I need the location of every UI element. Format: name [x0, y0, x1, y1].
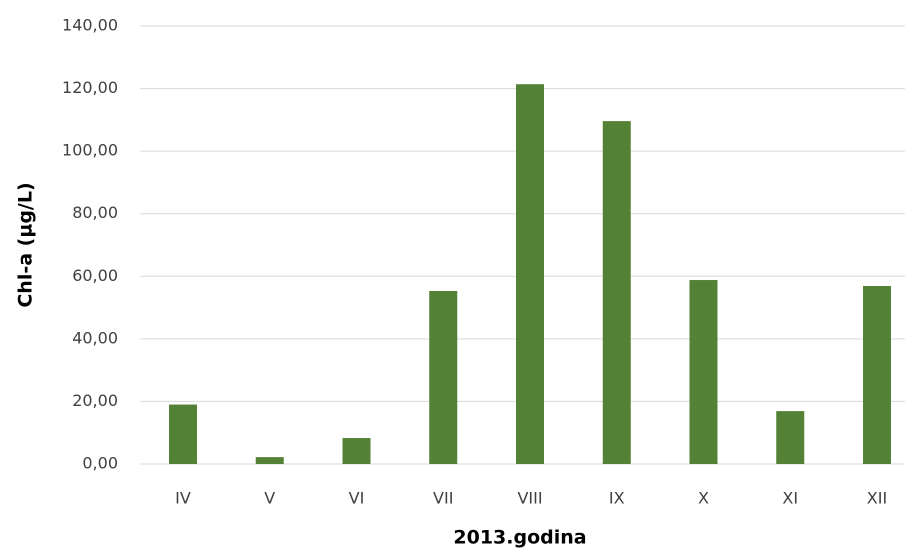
y-tick-label: 80,00: [72, 203, 118, 222]
y-axis-title: Chl-a (µg/L): [15, 182, 37, 307]
x-tick-label: IX: [609, 489, 625, 508]
bar: [255, 457, 284, 464]
y-tick-label: 20,00: [72, 391, 118, 410]
bar: [776, 411, 805, 464]
bar: [342, 438, 371, 464]
x-tick-label: X: [698, 489, 709, 508]
bar: [689, 280, 718, 464]
bar: [429, 290, 458, 464]
y-tick-label: 60,00: [72, 266, 118, 285]
x-tick-label: VI: [349, 489, 365, 508]
x-tick-label: V: [264, 489, 275, 508]
x-tick-label: XII: [867, 489, 887, 508]
x-tick-label: XI: [782, 489, 798, 508]
bar: [863, 285, 891, 464]
y-tick-label: 140,00: [62, 16, 118, 35]
x-axis-title: 2013.godina: [453, 527, 586, 549]
x-tick-label: IV: [175, 489, 191, 508]
y-tick-label: 0,00: [82, 454, 118, 473]
bar: [516, 84, 544, 464]
bar: [602, 121, 631, 464]
y-tick-label: 120,00: [62, 78, 118, 97]
y-tick-label: 100,00: [62, 141, 118, 160]
y-tick-label: 40,00: [72, 328, 118, 347]
bar: [169, 404, 197, 464]
x-tick-label: VIII: [517, 489, 542, 508]
x-tick-label: VII: [433, 489, 453, 508]
